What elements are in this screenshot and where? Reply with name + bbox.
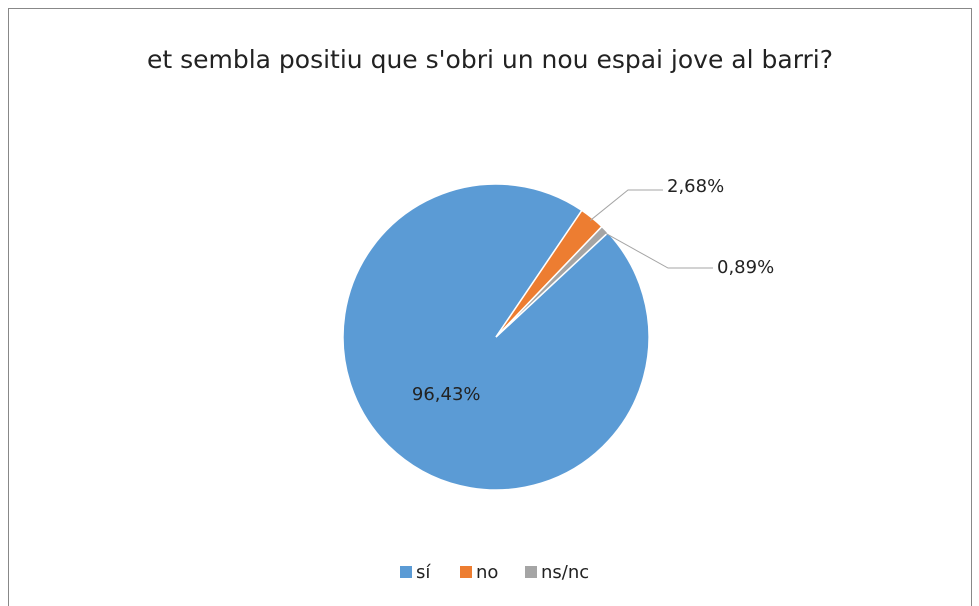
data-label: 0,89% [717, 257, 774, 278]
data-label: 96,43% [412, 384, 481, 405]
legend-swatch [525, 566, 537, 578]
legend-label: ns/nc [541, 562, 589, 583]
chart-border [8, 8, 972, 606]
legend-swatch [460, 566, 472, 578]
leader-line [589, 189, 663, 221]
pie-slice [495, 225, 609, 338]
chart-title: et sembla positiu que s'obri un nou espa… [146, 45, 834, 74]
legend-swatch [400, 566, 412, 578]
data-label: 2,68% [667, 176, 724, 197]
legend-label: no [476, 562, 498, 583]
leader-line [602, 231, 713, 269]
legend-label: sí [416, 562, 431, 583]
